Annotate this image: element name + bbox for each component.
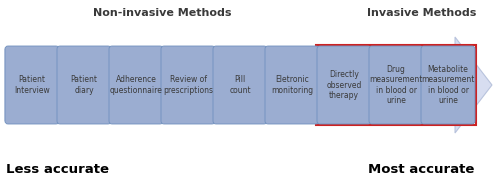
Text: Directly
observed
therapy: Directly observed therapy [326, 70, 362, 100]
Text: Adherence
questionnaire: Adherence questionnaire [110, 75, 162, 95]
FancyBboxPatch shape [317, 46, 371, 124]
Text: Less accurate: Less accurate [6, 163, 109, 176]
Text: Patient
diary: Patient diary [70, 75, 98, 95]
Text: Review of
prescriptions: Review of prescriptions [163, 75, 213, 95]
Text: Non-invasive Methods: Non-invasive Methods [93, 8, 231, 18]
FancyBboxPatch shape [5, 46, 59, 124]
FancyBboxPatch shape [161, 46, 215, 124]
FancyBboxPatch shape [213, 46, 267, 124]
Polygon shape [5, 37, 492, 133]
Text: Most accurate: Most accurate [368, 163, 474, 176]
Text: Invasive Methods: Invasive Methods [368, 8, 476, 18]
Text: Eletronic
monitoring: Eletronic monitoring [271, 75, 313, 95]
Text: Metabolite
measurement
in blood or
urine: Metabolite measurement in blood or urine [422, 65, 474, 105]
FancyBboxPatch shape [109, 46, 163, 124]
FancyBboxPatch shape [421, 46, 475, 124]
Text: Drug
measurement
in blood or
urine: Drug measurement in blood or urine [370, 65, 422, 105]
FancyBboxPatch shape [369, 46, 423, 124]
FancyBboxPatch shape [265, 46, 319, 124]
FancyBboxPatch shape [57, 46, 111, 124]
Text: Pill
count: Pill count [229, 75, 251, 95]
Bar [316, 45, 476, 125]
Text: Patient
Interview: Patient Interview [14, 75, 50, 95]
